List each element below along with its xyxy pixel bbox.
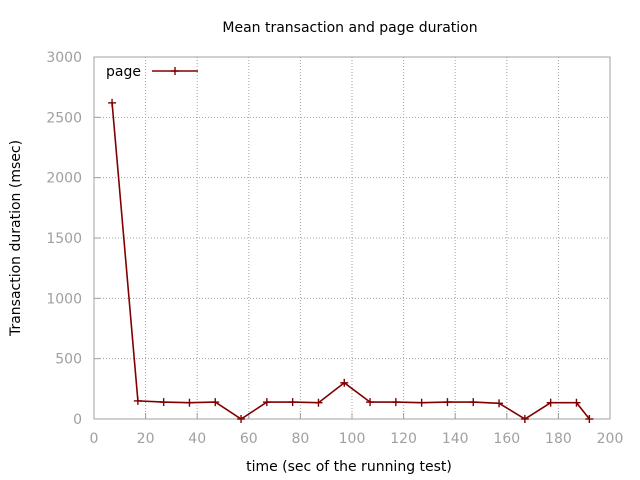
y-axis-label: Transaction duration (msec): [8, 140, 24, 337]
data-point: [366, 398, 375, 407]
y-tick-label: 2000: [46, 171, 82, 187]
chart-title: Mean transaction and page duration: [222, 20, 477, 36]
x-axis-label: time (sec of the running test): [246, 459, 452, 475]
data-point: [288, 398, 297, 407]
y-tick-label: 0: [73, 412, 82, 428]
data-point: [185, 398, 194, 407]
data-point: [585, 415, 594, 423]
legend: page: [106, 64, 198, 80]
x-tick-label: 140: [442, 431, 469, 447]
x-tick-label: 80: [291, 431, 309, 447]
y-tick-label: 1500: [46, 231, 82, 247]
data-point: [314, 398, 323, 407]
data-point: [546, 398, 555, 407]
data-point: [262, 398, 271, 407]
y-tick-label: 1000: [46, 291, 82, 307]
legend-label: page: [106, 64, 141, 80]
y-axis: 0 500 1000 1500 2000 2500 3000: [46, 50, 100, 428]
series-layer: [108, 98, 594, 423]
x-tick-label: 0: [90, 431, 99, 447]
x-tick-label: 60: [240, 431, 258, 447]
x-tick-label: 180: [545, 431, 572, 447]
data-point: [520, 415, 529, 423]
x-tick-label: 200: [597, 431, 624, 447]
data-point: [159, 398, 168, 407]
data-point: [469, 398, 478, 407]
data-point: [237, 415, 246, 423]
x-axis: 0 20 40 60 80 100 120 140 160 180 200: [90, 413, 624, 447]
x-tick-label: 100: [339, 431, 366, 447]
y-tick-label: 2500: [46, 110, 82, 126]
y-tick-label: 500: [55, 352, 82, 368]
series-line: [111, 102, 591, 420]
x-tick-label: 160: [493, 431, 520, 447]
data-point: [572, 398, 581, 407]
data-point: [391, 398, 400, 407]
data-point: [417, 398, 426, 407]
grid: [94, 57, 610, 419]
x-tick-label: 40: [188, 431, 206, 447]
data-point: [495, 399, 504, 408]
data-point: [340, 378, 349, 387]
data-point: [133, 396, 142, 405]
data-point: [211, 398, 220, 407]
y-tick-label: 3000: [46, 50, 82, 66]
x-tick-label: 20: [137, 431, 155, 447]
data-point: [108, 98, 117, 107]
data-point: [443, 398, 452, 407]
x-tick-label: 120: [390, 431, 417, 447]
